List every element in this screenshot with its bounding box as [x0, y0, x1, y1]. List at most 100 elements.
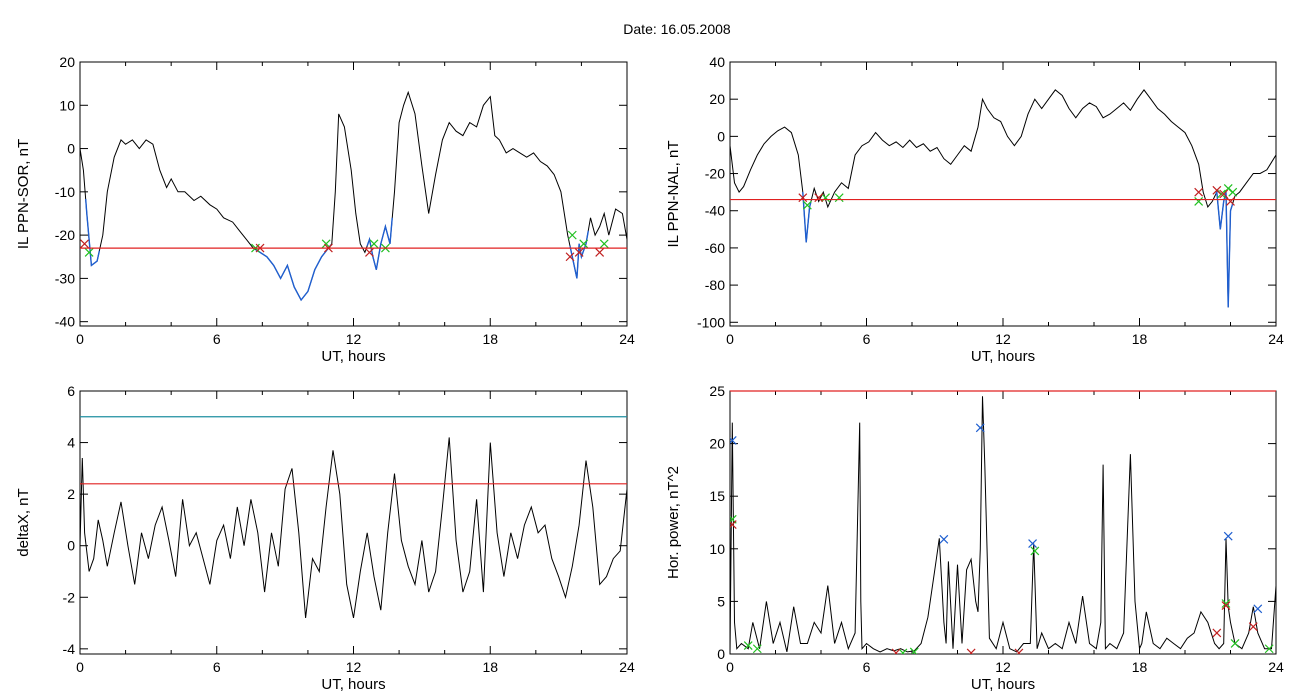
y-tick-label: -10 [55, 184, 75, 200]
y-tick-label: 2 [67, 486, 75, 502]
y-axis-label: deltaX, nT [15, 488, 32, 556]
end-marker-3 [1014, 648, 1024, 654]
peak-marker-1 [939, 534, 949, 544]
start-marker-4 [909, 647, 919, 654]
x-tick-label: 24 [1268, 331, 1284, 347]
y-tick-label: 25 [709, 383, 725, 399]
x-tick-label: 24 [619, 659, 635, 675]
plot-area [730, 396, 1276, 654]
start-marker-5 [567, 230, 577, 240]
y-tick-label: 20 [709, 91, 725, 107]
start-marker-0 [84, 248, 94, 257]
start-marker-6 [1228, 187, 1238, 197]
peak-marker-4 [1223, 531, 1233, 541]
x-tick-label: 18 [1132, 659, 1148, 675]
peak-marker-0 [730, 436, 737, 445]
highlight-segment-0 [85, 198, 101, 267]
start-marker-0 [802, 200, 812, 210]
x-tick-label: 6 [213, 331, 221, 347]
peak-marker-3 [1028, 539, 1037, 548]
start-marker-7 [1230, 639, 1240, 648]
x-axis-label: UT, hours [321, 348, 385, 365]
series-line [730, 89, 1276, 308]
y-tick-label: 0 [717, 646, 725, 662]
x-tick-label: 12 [995, 331, 1011, 347]
plot-area [80, 90, 627, 302]
y-tick-label: -20 [705, 166, 725, 182]
start-marker-1 [821, 193, 830, 203]
x-tick-label: 24 [1268, 659, 1284, 675]
y-tick-label: -4 [63, 641, 76, 657]
x-tick-label: 6 [863, 331, 871, 347]
panel-hor-power: 0 6 12 18 24 0 5 10 15 20 25 UT, hours Hor. power, n… [665, 383, 1284, 693]
highlight-segment-1 [255, 244, 332, 302]
start-marker-8 [1264, 644, 1274, 654]
plot-frame [729, 390, 1277, 655]
y-tick-label: -60 [705, 240, 725, 256]
end-marker-6 [1248, 622, 1258, 632]
highlight-segment-1 [1215, 189, 1234, 308]
end-marker-0 [80, 239, 89, 249]
peak-marker-2 [975, 423, 985, 433]
start-marker-6 [1221, 599, 1231, 608]
y-tick-label: 5 [717, 593, 725, 609]
x-tick-label: 6 [863, 659, 871, 675]
end-marker-2 [966, 648, 976, 654]
start-marker-2 [752, 644, 762, 654]
start-marker-1 [743, 641, 753, 651]
start-marker-3 [1194, 197, 1204, 206]
y-tick-label: 20 [709, 436, 725, 452]
x-tick-label: 0 [76, 331, 84, 347]
y-tick-label: 40 [709, 54, 725, 70]
highlight-segment-3 [569, 230, 589, 279]
y-tick-label: -30 [55, 270, 75, 286]
panel-il-ppn-nal: 0 6 12 18 24 -100 -80 -60 -40 -20 0 20 40 UT, hours IL… [665, 54, 1284, 365]
end-marker-1 [891, 648, 901, 654]
end-marker-0 [798, 193, 808, 203]
y-tick-label: 10 [59, 97, 75, 113]
y-tick-label: 6 [67, 383, 75, 399]
x-tick-label: 12 [995, 659, 1011, 675]
y-tick-label: 0 [717, 128, 725, 144]
start-marker-3 [898, 648, 908, 654]
end-marker-0 [730, 520, 737, 530]
end-marker-4 [1219, 189, 1229, 199]
highlight-segment-2 [366, 217, 393, 270]
series-line [80, 437, 627, 618]
y-axis-label: IL PPN-NAL, nT [665, 141, 682, 248]
series-line [80, 90, 627, 301]
peak-marker-5 [1253, 604, 1263, 614]
x-tick-label: 12 [346, 331, 362, 347]
plot-frame [729, 61, 1277, 327]
start-marker-2 [834, 193, 844, 203]
x-axis-label: UT, hours [971, 348, 1035, 365]
end-marker-6 [595, 248, 605, 257]
end-marker-5 [574, 248, 584, 257]
y-axis-label: IL PPN-SOR, nT [15, 139, 32, 249]
plot-area [80, 437, 627, 618]
y-tick-label: 15 [709, 488, 725, 504]
y-tick-label: 20 [59, 54, 75, 70]
x-tick-label: 12 [346, 659, 362, 675]
series-line [730, 396, 1276, 654]
x-tick-label: 18 [482, 659, 498, 675]
x-tick-label: 6 [213, 659, 221, 675]
end-marker-3 [1212, 185, 1222, 195]
end-marker-4 [1212, 628, 1222, 638]
start-marker-2 [321, 239, 331, 249]
start-marker-7 [599, 239, 609, 249]
start-marker-6 [579, 239, 589, 249]
end-marker-5 [1221, 601, 1231, 611]
y-tick-label: 0 [67, 538, 75, 554]
panel-il-ppn-sor: 0 6 12 18 24 -40 -30 -20 -10 0 10 20 UT, hours IL PPN… [15, 54, 635, 365]
figure-title: Date: 16.05.2008 [623, 21, 731, 37]
end-marker-3 [365, 248, 374, 257]
y-tick-label: -80 [705, 277, 725, 293]
x-axis-label: UT, hours [321, 676, 385, 693]
plot-area [730, 89, 1276, 308]
y-tick-label: 0 [67, 141, 75, 157]
x-tick-label: 18 [1132, 331, 1148, 347]
y-tick-label: -20 [55, 227, 75, 243]
